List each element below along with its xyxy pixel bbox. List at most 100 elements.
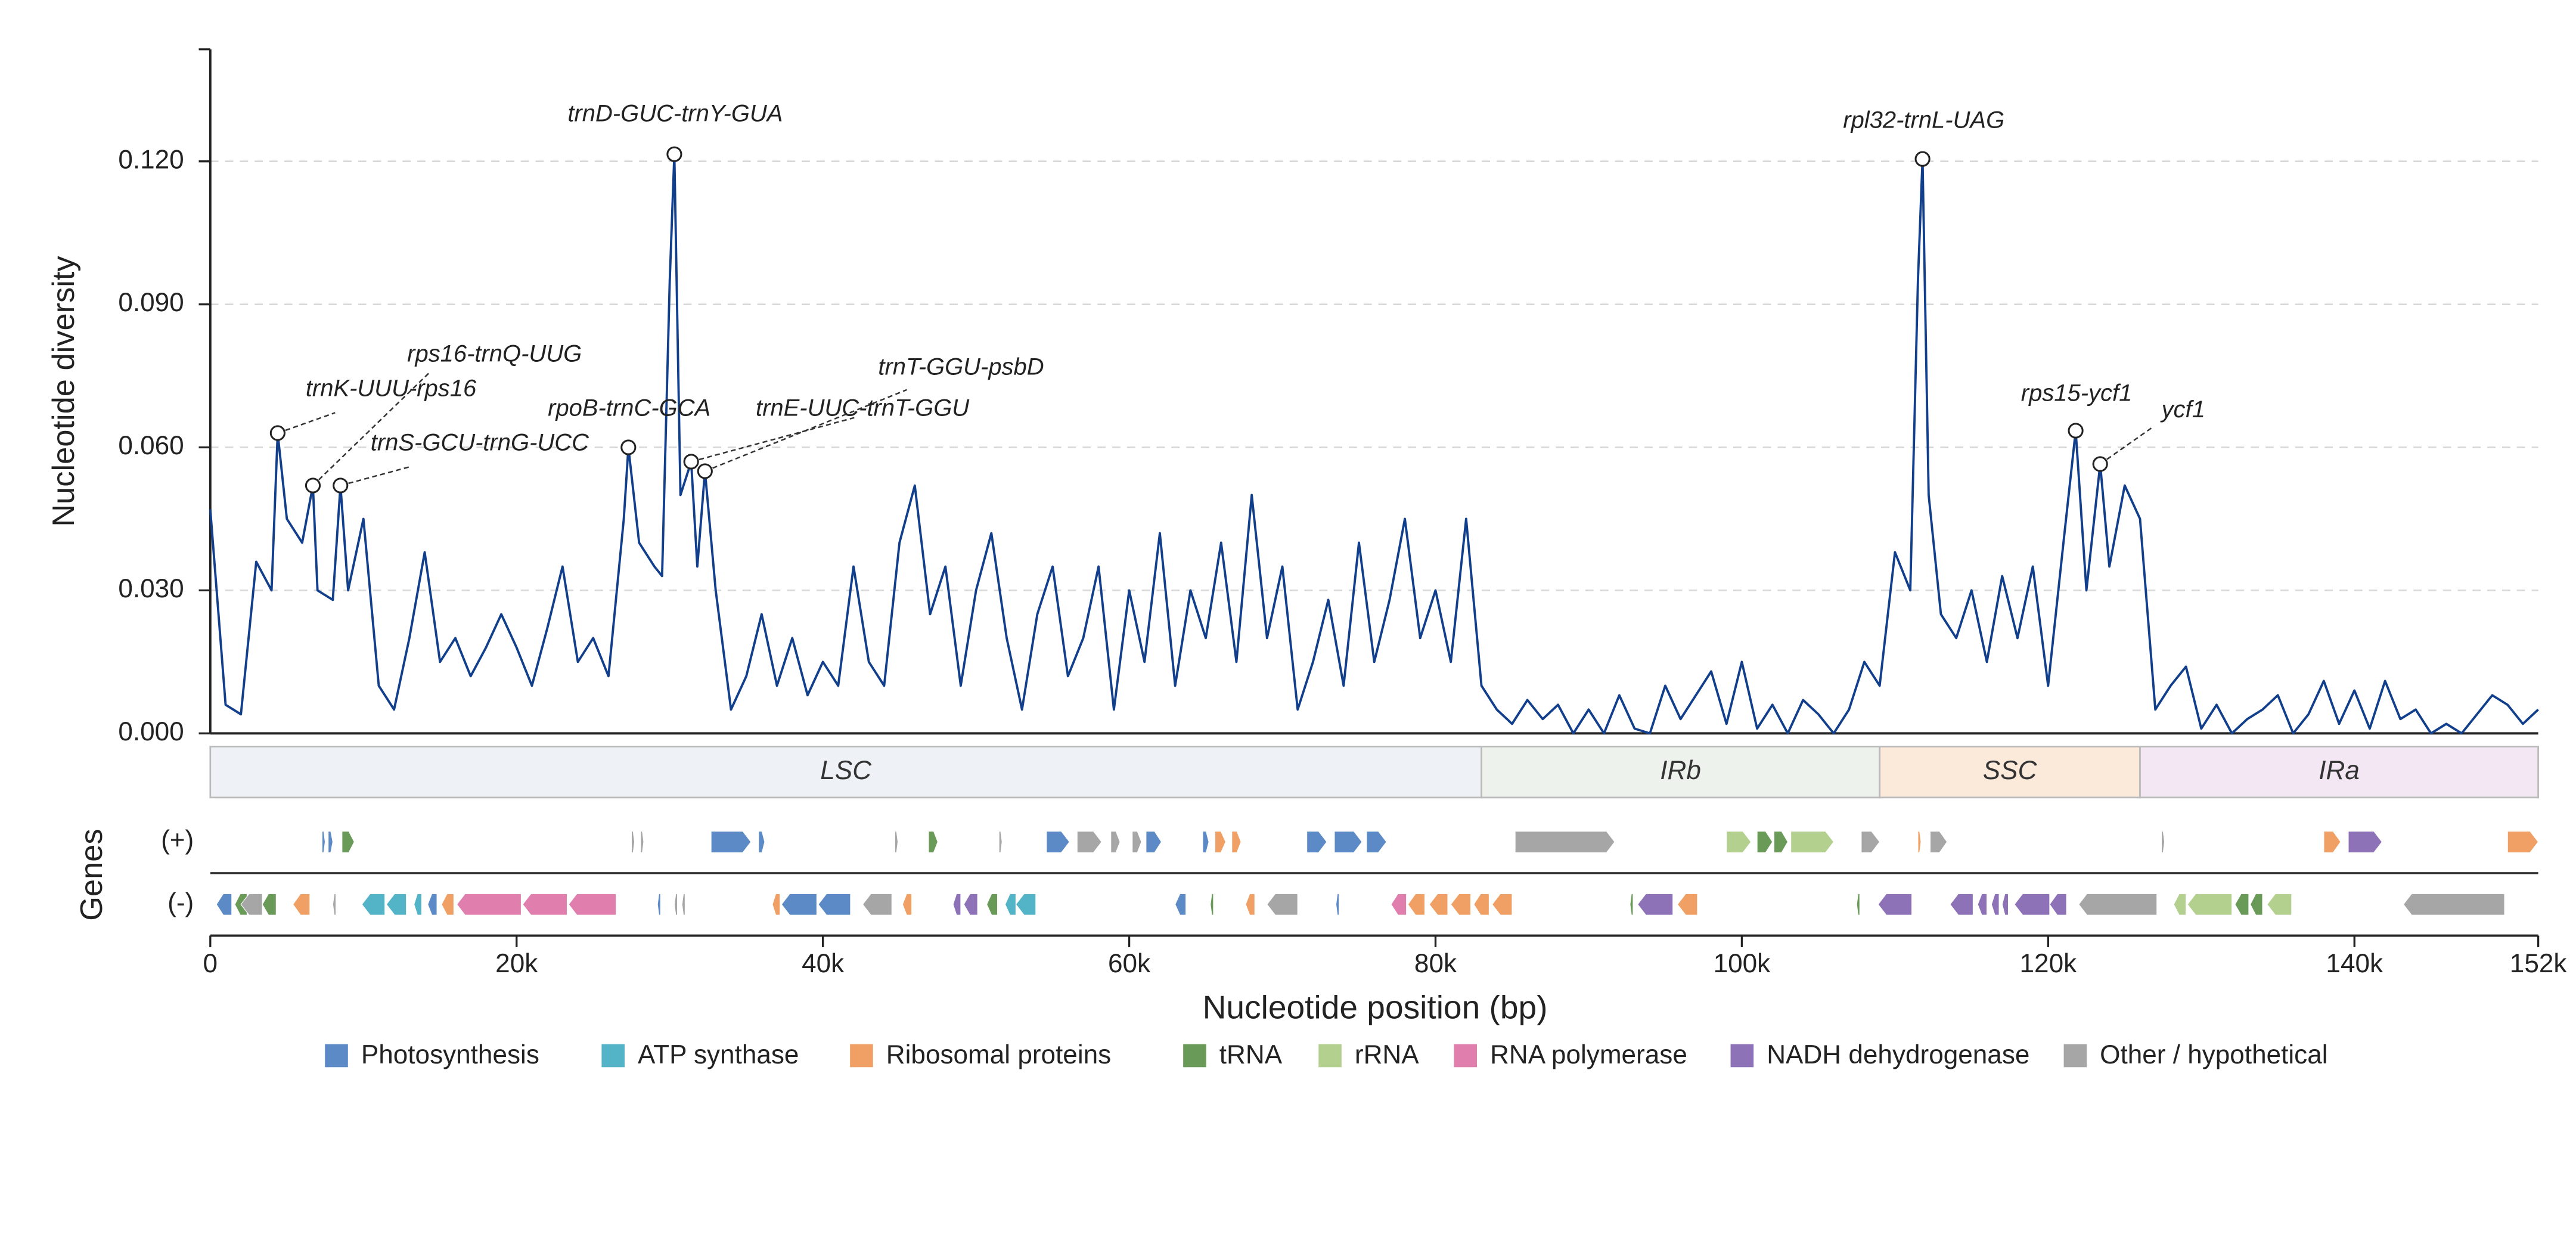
- gene: [1366, 830, 1387, 853]
- gene: [952, 893, 961, 916]
- gene: [1110, 830, 1121, 853]
- x-axis-label: Nucleotide position (bp): [1203, 988, 1548, 1025]
- y-tick-label: 0.090: [118, 288, 184, 317]
- gene: [2348, 830, 2383, 853]
- gene: [1950, 893, 1973, 916]
- gene: [2267, 893, 2292, 916]
- gene: [928, 830, 938, 853]
- gene-row-label: (-): [167, 888, 194, 917]
- legend-swatch: [1183, 1044, 1206, 1068]
- gene: [1637, 893, 1674, 916]
- legend-label: rRNA: [1355, 1040, 1419, 1069]
- gene: [657, 893, 661, 916]
- legend-swatch: [850, 1044, 873, 1068]
- gene: [292, 893, 311, 916]
- legend-label: tRNA: [1219, 1040, 1283, 1069]
- annotation-label: rpoB-trnC-GCA: [548, 395, 710, 421]
- gene: [2014, 893, 2050, 916]
- annotation-label: trnT-GGU-psbD: [878, 353, 1044, 380]
- gene: [963, 893, 978, 916]
- genes-label: Genes: [75, 829, 109, 920]
- gene: [413, 893, 422, 916]
- y-tick-label: 0.000: [118, 717, 184, 746]
- gene: [1929, 830, 1948, 853]
- gene: [1146, 830, 1162, 853]
- gene: [1306, 830, 1327, 853]
- gene: [894, 830, 899, 853]
- gene: [1756, 830, 1773, 853]
- gene: [441, 893, 454, 916]
- gene: [262, 893, 277, 916]
- gene: [1175, 893, 1187, 916]
- gene: [1429, 893, 1448, 916]
- gene: [1210, 893, 1214, 916]
- annotation-marker: [666, 146, 682, 162]
- legend-label: Ribosomal proteins: [886, 1040, 1111, 1069]
- annotation-marker: [305, 477, 321, 494]
- x-tick-label: 80k: [1414, 949, 1457, 978]
- legend-label: NADH dehydrogenase: [1767, 1040, 2029, 1069]
- gene: [1790, 830, 1835, 853]
- gene: [710, 830, 752, 853]
- legend-swatch: [2063, 1044, 2087, 1068]
- legend-label: Photosynthesis: [361, 1040, 539, 1069]
- annotation-marker: [683, 454, 699, 470]
- gene: [321, 830, 326, 853]
- gene: [986, 893, 998, 916]
- annotation-marker: [2092, 456, 2108, 472]
- legend-swatch: [1730, 1044, 1754, 1068]
- diversity-line: [209, 153, 2539, 735]
- gene: [1450, 893, 1472, 916]
- gene: [1076, 830, 1103, 853]
- y-axis-label: Nucleotide diversity: [46, 256, 81, 527]
- gene: [781, 893, 817, 916]
- annotation-marker: [1914, 151, 1931, 167]
- gene: [1491, 893, 1513, 916]
- gene: [674, 893, 678, 916]
- gene: [216, 893, 232, 916]
- annotation-label: rpl32-trnL-UAG: [1843, 107, 2004, 134]
- region-label: SSC: [1983, 756, 2038, 785]
- gene: [1726, 830, 1752, 853]
- gene: [361, 893, 386, 916]
- gene: [758, 830, 765, 853]
- x-tick-label: 0: [203, 949, 218, 978]
- gene: [1861, 830, 1880, 853]
- gene: [2249, 893, 2263, 916]
- gene: [2403, 893, 2505, 916]
- legend-swatch: [601, 1044, 625, 1068]
- gene: [1391, 893, 1407, 916]
- gene: [631, 830, 635, 853]
- gene: [386, 893, 407, 916]
- x-tick-label: 152k: [2510, 949, 2568, 978]
- x-tick-label: 60k: [1108, 949, 1151, 978]
- gene: [1773, 830, 1789, 853]
- annotation-leader: [691, 417, 855, 463]
- x-tick-label: 40k: [802, 949, 845, 978]
- gene: [681, 893, 685, 916]
- annotation-label: rps16-trnQ-UUG: [407, 340, 582, 367]
- annotation-marker: [269, 425, 285, 441]
- gene: [1334, 830, 1363, 853]
- x-tick-label: 140k: [2326, 949, 2383, 978]
- y-tick-label: 0.030: [118, 574, 184, 603]
- region-label: IRb: [1660, 756, 1701, 785]
- gene: [2001, 893, 2009, 916]
- annotation-marker: [2068, 423, 2084, 439]
- annotation-label: trnE-UUC-trnT-GGU: [756, 395, 970, 421]
- legend-swatch: [325, 1044, 348, 1068]
- gene: [1856, 893, 1860, 916]
- gene-row-label: (+): [161, 826, 194, 855]
- annotation-label: rps15-ycf1: [2021, 380, 2133, 407]
- annotation-label: trnK-UUU-rps16: [306, 375, 477, 401]
- gene: [342, 830, 355, 853]
- gene: [2507, 830, 2539, 853]
- legend-label: Other / hypothetical: [2100, 1040, 2327, 1069]
- gene: [772, 893, 781, 916]
- region-label: LSC: [820, 756, 872, 785]
- annotation-marker: [620, 439, 637, 455]
- gene: [2323, 830, 2341, 853]
- annotation-leader: [312, 371, 432, 486]
- gene: [818, 893, 851, 916]
- gene: [2234, 893, 2249, 916]
